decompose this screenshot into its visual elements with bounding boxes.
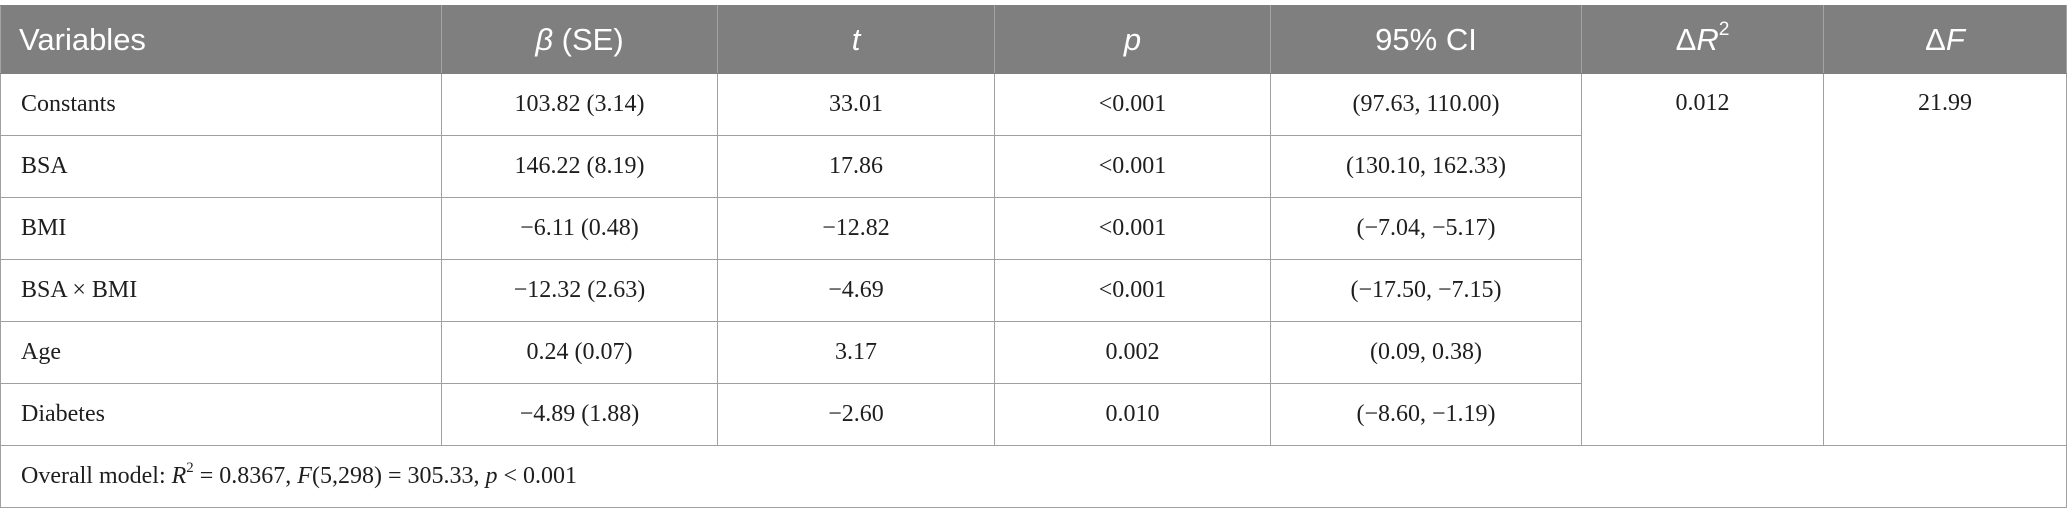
- cell-t: −12.82: [717, 197, 995, 260]
- footer-r: R: [171, 463, 187, 489]
- cell-ci: (−8.60, −1.19): [1270, 383, 1582, 446]
- cell-variable: BMI: [0, 197, 442, 260]
- header-row: Variables β (SE) t p 95% CI ΔR2 ΔF: [0, 5, 2067, 74]
- cell-ci: (97.63, 110.00): [1270, 73, 1582, 136]
- footer-f-value: (5,298) = 305.33,: [311, 463, 486, 489]
- header-delta-f: ΔF: [1823, 5, 2067, 74]
- footer-prefix: Overall model:: [21, 463, 172, 489]
- header-delta-f-var: F: [1945, 21, 1965, 57]
- header-ci: 95% CI: [1270, 5, 1582, 74]
- cell-variable: BSA × BMI: [0, 259, 442, 322]
- cell-ci: (130.10, 162.33): [1270, 135, 1582, 198]
- overall-model-note: Overall model: R2 = 0.8367, F(5,298) = 3…: [0, 445, 2067, 508]
- cell-t: −2.60: [717, 383, 995, 446]
- cell-beta: −12.32 (2.63): [441, 259, 718, 322]
- footer-row: Overall model: R2 = 0.8367, F(5,298) = 3…: [0, 445, 2067, 508]
- cell-variable: BSA: [0, 135, 442, 198]
- header-beta-symbol: β: [535, 21, 554, 57]
- header-t: t: [717, 5, 995, 74]
- table-row: Constants 103.82 (3.14) 33.01 <0.001 (97…: [0, 73, 2067, 446]
- table-row: Diabetes −4.89 (1.88) −2.60 0.010 (−8.60…: [0, 383, 2067, 446]
- table-row: BSA × BMI −12.32 (2.63) −4.69 <0.001 (−1…: [0, 259, 2067, 322]
- footer-p-value: < 0.001: [497, 463, 578, 489]
- cell-beta: −4.89 (1.88): [441, 383, 718, 446]
- cell-delta-r2: 0.012: [1581, 73, 1824, 446]
- cell-p: <0.001: [994, 259, 1271, 322]
- cell-t: 33.01: [717, 73, 995, 136]
- cell-p: 0.002: [994, 321, 1271, 384]
- cell-delta-f: 21.99: [1823, 73, 2067, 446]
- header-p: p: [994, 5, 1271, 74]
- header-p-label: p: [1123, 21, 1142, 57]
- cell-p: 0.010: [994, 383, 1271, 446]
- cell-variable: Age: [0, 321, 442, 384]
- header-t-label: t: [851, 21, 861, 57]
- cell-ci: (−7.04, −5.17): [1270, 197, 1582, 260]
- cell-t: 17.86: [717, 135, 995, 198]
- regression-table: Variables β (SE) t p 95% CI ΔR2 ΔF Const…: [0, 5, 2067, 508]
- footer-p: p: [485, 463, 498, 489]
- header-beta-rest: (SE): [553, 21, 624, 57]
- cell-ci: (0.09, 0.38): [1270, 321, 1582, 384]
- header-variables: Variables: [0, 5, 442, 74]
- header-beta-se: β (SE): [441, 5, 718, 74]
- cell-beta: 0.24 (0.07): [441, 321, 718, 384]
- cell-variable: Diabetes: [0, 383, 442, 446]
- cell-t: −4.69: [717, 259, 995, 322]
- header-delta-r2: ΔR2: [1581, 5, 1824, 74]
- header-delta-r2-var: R: [1696, 21, 1719, 57]
- cell-beta: 146.22 (8.19): [441, 135, 718, 198]
- cell-beta: −6.11 (0.48): [441, 197, 718, 260]
- table-row: BMI −6.11 (0.48) −12.82 <0.001 (−7.04, −…: [0, 197, 2067, 260]
- cell-p: <0.001: [994, 73, 1271, 136]
- table-row: Age 0.24 (0.07) 3.17 0.002 (0.09, 0.38): [0, 321, 2067, 384]
- cell-beta: 103.82 (3.14): [441, 73, 718, 136]
- footer-r-value: = 0.8367,: [193, 463, 298, 489]
- cell-p: <0.001: [994, 197, 1271, 260]
- cell-variable: Constants: [0, 73, 442, 136]
- cell-ci: (−17.50, −7.15): [1270, 259, 1582, 322]
- header-delta-r2-prefix: Δ: [1675, 21, 1697, 57]
- header-delta-r2-sup: 2: [1718, 19, 1730, 41]
- cell-p: <0.001: [994, 135, 1271, 198]
- header-delta-f-prefix: Δ: [1925, 21, 1946, 57]
- footer-f: F: [297, 463, 312, 489]
- footer-r-sup: 2: [186, 459, 194, 476]
- cell-t: 3.17: [717, 321, 995, 384]
